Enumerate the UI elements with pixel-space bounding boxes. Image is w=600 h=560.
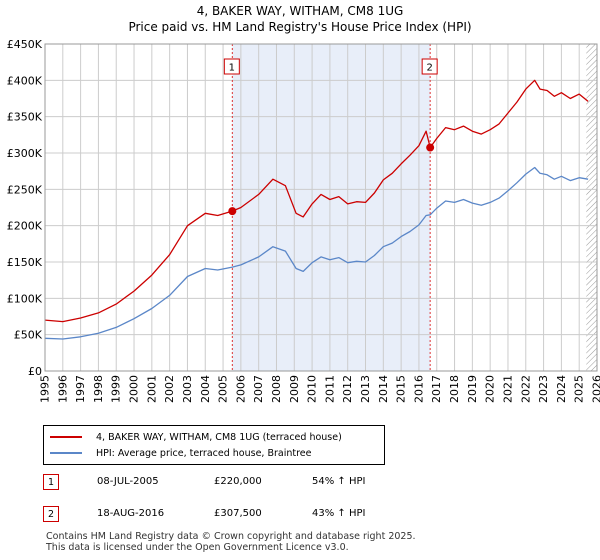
transaction-hpi: 43% ↑ HPI	[312, 507, 366, 519]
x-tick-label: 2011	[323, 375, 336, 403]
sale-point	[426, 143, 435, 152]
x-tick-label: 2015	[395, 375, 408, 403]
x-tick-label: 1996	[56, 375, 69, 403]
y-tick-label: £150K	[7, 256, 43, 269]
x-tick-label: 2026	[591, 375, 600, 403]
x-tick-label: 2017	[430, 375, 443, 403]
legend-label-property: 4, BAKER WAY, WITHAM, CM8 1UG (terraced …	[96, 431, 342, 443]
x-tick-label: 2018	[448, 375, 461, 403]
legend-swatch-hpi	[50, 452, 82, 454]
y-tick-label: £400K	[7, 74, 43, 87]
x-tick-label: 2006	[234, 375, 247, 403]
price-chart: 1 2 £0 £50K £100K £150K £200K £250K £300K £350K £…	[7, 38, 600, 403]
x-tick-label: 2008	[270, 375, 283, 403]
y-tick-label: £200K	[7, 220, 43, 233]
sale-badge-label: 2	[426, 63, 432, 74]
legend-item-property: 4, BAKER WAY, WITHAM, CM8 1UG (terraced …	[50, 429, 342, 445]
y-tick-label: £350K	[7, 111, 43, 124]
y-tick-label: £300K	[7, 147, 43, 160]
x-tick-label: 1995	[39, 375, 52, 403]
transaction-date: 18-AUG-2016	[97, 507, 165, 519]
x-tick-label: 2025	[573, 375, 586, 403]
x-tick-label: 2022	[519, 375, 532, 403]
plot-frame	[44, 43, 598, 372]
x-tick-label: 2013	[359, 375, 372, 403]
x-tick-label: 2010	[306, 375, 319, 403]
sale-badge-label: 1	[229, 63, 235, 74]
chart-subtitle: Price paid vs. HM Land Registry's House …	[128, 20, 472, 34]
y-tick-label: £50K	[14, 329, 43, 342]
legend-label-hpi: HPI: Average price, terraced house, Brai…	[96, 447, 312, 459]
x-tick-label: 2023	[537, 375, 550, 403]
transaction-hpi: 54% ↑ HPI	[312, 475, 366, 487]
x-tick-label: 1999	[110, 375, 123, 403]
y-tick-label: £450K	[7, 38, 43, 51]
x-tick-label: 2021	[501, 375, 514, 403]
shaded-period	[232, 44, 431, 371]
property-price-line	[44, 79, 589, 323]
x-tick-label: 2020	[484, 375, 497, 403]
x-tick-label: 2014	[377, 375, 390, 403]
x-tick-label: 1997	[74, 375, 87, 403]
transaction-price: £307,500	[214, 507, 262, 519]
transaction-price: £220,000	[214, 475, 262, 487]
x-tick-label: 2000	[128, 375, 141, 403]
transaction-date: 08-JUL-2005	[97, 475, 159, 487]
x-tick-label: 2012	[341, 375, 354, 403]
x-tick-label: 2007	[252, 375, 265, 403]
footer-license: This data is licensed under the Open Gov…	[46, 542, 349, 553]
chart-legend: 4, BAKER WAY, WITHAM, CM8 1UG (terraced …	[43, 425, 385, 465]
sale-point	[228, 207, 237, 216]
legend-item-hpi: HPI: Average price, terraced house, Brai…	[50, 445, 311, 461]
y-tick-label: £100K	[7, 292, 43, 305]
x-tick-label: 2003	[181, 375, 194, 403]
sale-badge-box	[223, 58, 240, 75]
legend-swatch-property	[50, 436, 82, 438]
hatched-region	[586, 44, 597, 371]
transaction-badge: 1	[43, 474, 59, 490]
sale-badge-box	[421, 58, 438, 75]
x-tick-label: 2004	[199, 375, 212, 403]
x-tick-label: 2001	[145, 375, 158, 403]
chart-title: 4, BAKER WAY, WITHAM, CM8 1UG	[196, 4, 404, 18]
hpi-line	[44, 166, 589, 340]
x-tick-label: 2019	[466, 375, 479, 403]
x-tick-label: 2016	[412, 375, 425, 403]
y-tick-label: £250K	[7, 183, 43, 196]
footer-copyright: Contains HM Land Registry data © Crown c…	[46, 531, 416, 542]
x-tick-label: 2024	[555, 375, 568, 403]
x-tick-label: 1998	[92, 375, 105, 403]
y-tick-label: £0	[28, 365, 42, 378]
x-tick-label: 2009	[288, 375, 301, 403]
transaction-badge: 2	[43, 506, 59, 522]
x-tick-label: 2005	[217, 375, 230, 403]
x-tick-label: 2002	[163, 375, 176, 403]
